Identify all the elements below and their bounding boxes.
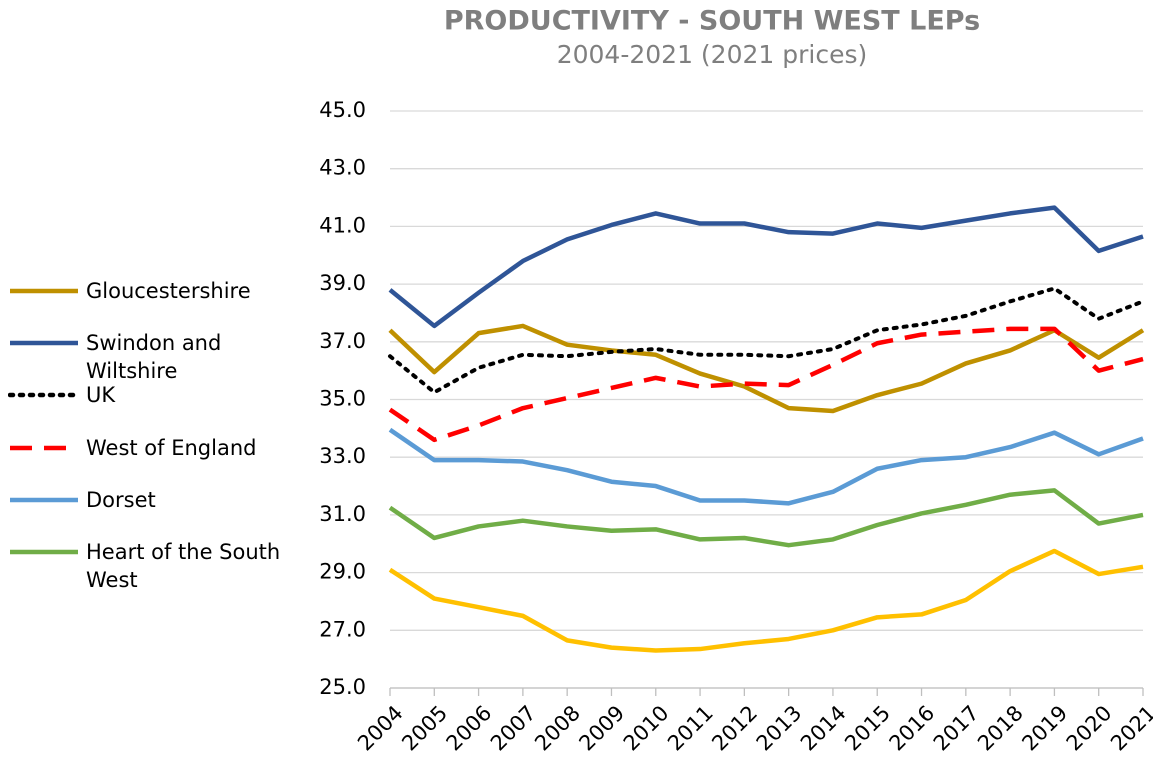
chart-title: PRODUCTIVITY - SOUTH WEST LEPs — [444, 6, 980, 37]
series-line — [388, 205, 1144, 329]
x-tick-label: 2015 — [840, 701, 895, 756]
x-tick-label: 2007 — [486, 701, 541, 756]
legend-label: UK — [86, 383, 116, 408]
x-tick-label: 2017 — [929, 701, 984, 756]
legend-label: Gloucestershire — [86, 279, 251, 303]
x-tick-label: 2011 — [663, 701, 718, 756]
y-tick-label: 41.0 — [319, 213, 366, 237]
x-tick-label: 2020 — [1062, 701, 1117, 756]
series-line — [388, 427, 1144, 506]
series-line — [388, 488, 1144, 548]
legend-swatch — [10, 497, 78, 503]
series-line — [388, 286, 1145, 395]
x-tick-label: 2021 — [1106, 701, 1153, 756]
legend-entry: Heart of the South West — [8, 538, 308, 594]
x-tick-label: 2006 — [442, 701, 497, 756]
legend-swatch — [10, 340, 78, 346]
y-tick-label: 37.0 — [319, 329, 366, 353]
x-tick-label: 2019 — [1017, 701, 1072, 756]
series-line — [388, 548, 1144, 653]
x-tick-label: 2012 — [707, 701, 762, 756]
legend-swatch — [8, 393, 80, 398]
legend-entry: West of England — [8, 434, 308, 462]
chart-subtitle: 2004-2021 (2021 prices) — [557, 40, 868, 69]
x-tick-label: 2013 — [752, 701, 807, 756]
y-tick-label: 27.0 — [319, 617, 366, 641]
legend-label: Heart of the South West — [86, 540, 281, 592]
x-tick-label: 2005 — [397, 701, 452, 756]
x-tick-label: 2014 — [796, 701, 851, 756]
x-tick-label: 2010 — [619, 701, 674, 756]
legend-label: West of England — [86, 435, 257, 460]
legend-label: Swindon and Wiltshire — [86, 331, 222, 384]
y-tick-label: 33.0 — [319, 444, 366, 468]
y-tick-label: 31.0 — [319, 502, 366, 526]
legend-entry: Swindon and Wiltshire — [8, 329, 308, 385]
x-tick-label: 2016 — [885, 701, 940, 756]
x-tick-label: 2018 — [973, 701, 1028, 756]
series-line — [388, 323, 1145, 414]
legend-swatch — [10, 445, 78, 450]
legend-swatch — [10, 549, 78, 555]
legend-swatch — [10, 288, 78, 294]
y-tick-label: 35.0 — [319, 387, 366, 411]
x-tick-label: 2008 — [530, 701, 585, 756]
y-tick-label: 45.0 — [319, 98, 366, 122]
y-tick-label: 43.0 — [319, 156, 366, 180]
legend-label: Dorset — [86, 487, 156, 512]
legend-entry: UK — [8, 381, 308, 409]
y-tick-label: 29.0 — [319, 560, 366, 584]
x-tick-label: 2004 — [353, 701, 408, 756]
y-tick-label: 39.0 — [319, 271, 366, 295]
series-line — [388, 326, 1144, 443]
legend-entry: Dorset — [8, 486, 308, 514]
y-tick-label: 25.0 — [319, 675, 366, 699]
legend-entry: Gloucestershire — [8, 277, 308, 305]
x-tick-label: 2009 — [574, 701, 629, 756]
